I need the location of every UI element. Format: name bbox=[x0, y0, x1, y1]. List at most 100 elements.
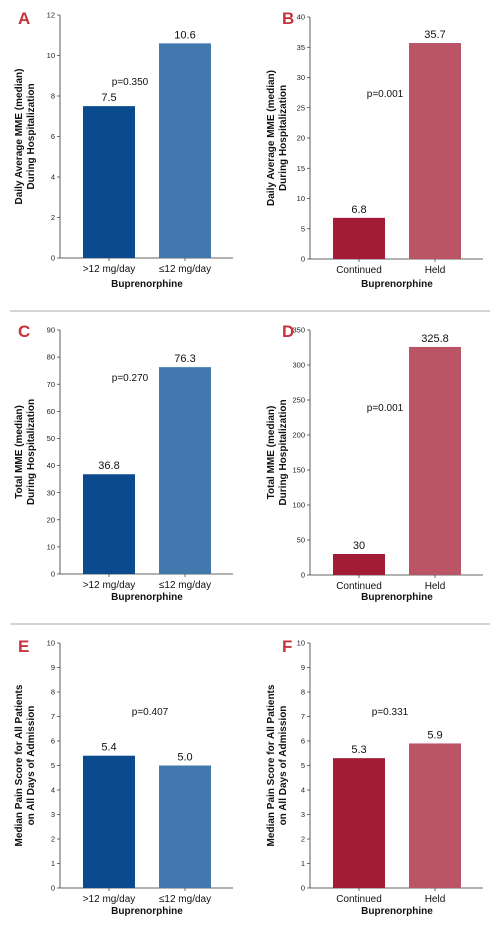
y-tick-label-a: 4 bbox=[51, 173, 55, 182]
p-value-c: p=0.270 bbox=[112, 373, 149, 384]
y-axis-label-line-f: on All Days of Admission bbox=[278, 706, 289, 826]
y-tick-label-f: 8 bbox=[301, 688, 305, 697]
p-value-a: p=0.350 bbox=[112, 77, 149, 88]
panel-a: A 0 2 4 6 8 10 12 7.5 >12 mg/day 10.6 ≤12 mg/day Bup… bbox=[14, 9, 233, 290]
value-label-b-2: 35.7 bbox=[424, 29, 445, 41]
panel-letter-f: F bbox=[282, 637, 292, 656]
y-axis-label-line-c: Total MME (median) bbox=[14, 405, 25, 499]
y-axis-label-line-d: Total MME (median) bbox=[266, 406, 277, 500]
value-label-d-2: 325.8 bbox=[421, 333, 449, 345]
bar-d-2 bbox=[409, 346, 461, 575]
y-tick-label-a: 8 bbox=[51, 92, 55, 101]
x-tick-label-d-2: Held bbox=[425, 581, 446, 592]
panel-d: D 0 50 100 150 200 250 300 350 30 Continued 325.8 He… bbox=[266, 322, 483, 603]
y-tick-label-f: 5 bbox=[301, 761, 305, 770]
y-tick-label-e: 5 bbox=[51, 761, 55, 770]
panel-letter-c: C bbox=[18, 322, 30, 341]
y-tick-label-a: 0 bbox=[51, 254, 55, 263]
y-tick-label-f: 2 bbox=[301, 835, 305, 844]
value-label-c-2: 76.3 bbox=[174, 353, 195, 365]
y-tick-label-d: 300 bbox=[292, 361, 305, 370]
value-label-e-1: 5.4 bbox=[101, 742, 116, 754]
y-axis-label-a: Daily Average MME (median)During Hospita… bbox=[14, 69, 37, 205]
y-tick-label-c: 90 bbox=[47, 326, 55, 335]
p-value-f: p=0.331 bbox=[372, 707, 409, 718]
y-tick-label-b: 20 bbox=[297, 134, 305, 143]
y-axis-label-e: Median Pain Score for All Patientson All… bbox=[14, 684, 37, 846]
panel-letter-a: A bbox=[18, 9, 30, 28]
y-tick-label-b: 15 bbox=[297, 164, 305, 173]
y-tick-label-c: 0 bbox=[51, 570, 55, 579]
bar-b-1 bbox=[333, 217, 385, 259]
x-tick-label-e-2: ≤12 mg/day bbox=[159, 894, 211, 905]
y-tick-label-c: 60 bbox=[47, 407, 55, 416]
y-tick-label-d: 150 bbox=[292, 466, 305, 475]
bar-f-1 bbox=[333, 758, 385, 888]
y-tick-label-e: 6 bbox=[51, 737, 55, 746]
bar-f-2 bbox=[409, 743, 461, 888]
value-label-c-1: 36.8 bbox=[98, 460, 119, 472]
y-tick-label-f: 9 bbox=[301, 663, 305, 672]
y-tick-label-e: 7 bbox=[51, 712, 55, 721]
y-tick-label-c: 80 bbox=[47, 353, 55, 362]
y-tick-label-d: 250 bbox=[292, 396, 305, 405]
panel-e: E 0 1 2 3 4 5 6 7 8 9 10 5.4 >12 mg/day 5.0 ≤12 mg/dayB… bbox=[14, 637, 233, 917]
panel-c: C 0 10 20 30 40 50 60 70 80 90 36.8 >12 mg/day 76.3 ≤1… bbox=[14, 322, 233, 603]
p-value-b: p=0.001 bbox=[367, 89, 404, 100]
bar-c-2 bbox=[159, 367, 211, 574]
x-axis-label-a: Buprenorphine bbox=[111, 279, 183, 290]
y-tick-label-e: 1 bbox=[51, 859, 55, 868]
p-value-d: p=0.001 bbox=[367, 403, 404, 414]
x-tick-label-b-2: Held bbox=[425, 265, 446, 276]
y-tick-label-e: 3 bbox=[51, 810, 55, 819]
y-tick-label-c: 20 bbox=[47, 515, 55, 524]
y-tick-label-c: 70 bbox=[47, 380, 55, 389]
bar-e-1 bbox=[83, 755, 135, 888]
x-axis-label-b: Buprenorphine bbox=[361, 279, 433, 290]
y-tick-label-d: 0 bbox=[301, 571, 305, 580]
y-tick-label-e: 9 bbox=[51, 663, 55, 672]
y-tick-label-c: 40 bbox=[47, 461, 55, 470]
value-label-b-1: 6.8 bbox=[351, 204, 366, 216]
y-tick-label-b: 30 bbox=[297, 73, 305, 82]
y-axis-label-c: Total MME (median)During Hospitalization bbox=[14, 399, 37, 505]
y-tick-label-f: 0 bbox=[301, 884, 305, 893]
y-tick-label-c: 30 bbox=[47, 488, 55, 497]
y-tick-label-a: 10 bbox=[47, 51, 55, 60]
x-tick-label-a-2: ≤12 mg/day bbox=[159, 264, 211, 275]
value-label-f-1: 5.3 bbox=[351, 744, 366, 756]
y-axis-label-line-b: Daily Average MME (median) bbox=[266, 70, 277, 206]
panel-letter-d: D bbox=[282, 322, 294, 341]
y-tick-label-e: 8 bbox=[51, 688, 55, 697]
x-axis-label-f: Buprenorphine bbox=[361, 906, 433, 917]
bar-c-1 bbox=[83, 474, 135, 574]
y-tick-label-b: 10 bbox=[297, 194, 305, 203]
x-axis-label-c: Buprenorphine bbox=[111, 592, 183, 603]
y-tick-label-e: 0 bbox=[51, 884, 55, 893]
y-tick-label-c: 10 bbox=[47, 542, 55, 551]
y-tick-label-f: 1 bbox=[301, 859, 305, 868]
x-tick-label-d-1: Continued bbox=[336, 581, 382, 592]
y-axis-label-line-e: on All Days of Admission bbox=[26, 706, 37, 826]
x-tick-label-c-1: >12 mg/day bbox=[83, 580, 136, 591]
y-tick-label-d: 100 bbox=[292, 501, 305, 510]
y-tick-label-e: 10 bbox=[47, 639, 55, 648]
y-axis-label-b: Daily Average MME (median)During Hospita… bbox=[266, 70, 289, 206]
y-tick-label-e: 4 bbox=[51, 786, 55, 795]
y-tick-label-a: 2 bbox=[51, 213, 55, 222]
y-axis-label-line-c: During Hospitalization bbox=[26, 399, 37, 505]
panel-letter-e: E bbox=[18, 637, 29, 656]
y-tick-label-e: 2 bbox=[51, 835, 55, 844]
y-tick-label-c: 50 bbox=[47, 434, 55, 443]
y-axis-label-line-a: Daily Average MME (median) bbox=[14, 69, 25, 205]
x-axis-label-d: Buprenorphine bbox=[361, 592, 433, 603]
x-tick-label-e-1: >12 mg/day bbox=[83, 894, 136, 905]
value-label-e-2: 5.0 bbox=[177, 752, 192, 764]
y-axis-label-line-b: During Hospitalization bbox=[278, 85, 289, 191]
value-label-d-1: 30 bbox=[353, 540, 365, 552]
bar-e-2 bbox=[159, 765, 211, 888]
bar-d-1 bbox=[333, 554, 385, 575]
bar-a-2 bbox=[159, 43, 211, 258]
x-axis-label-e: Buprenorphine bbox=[111, 906, 183, 917]
